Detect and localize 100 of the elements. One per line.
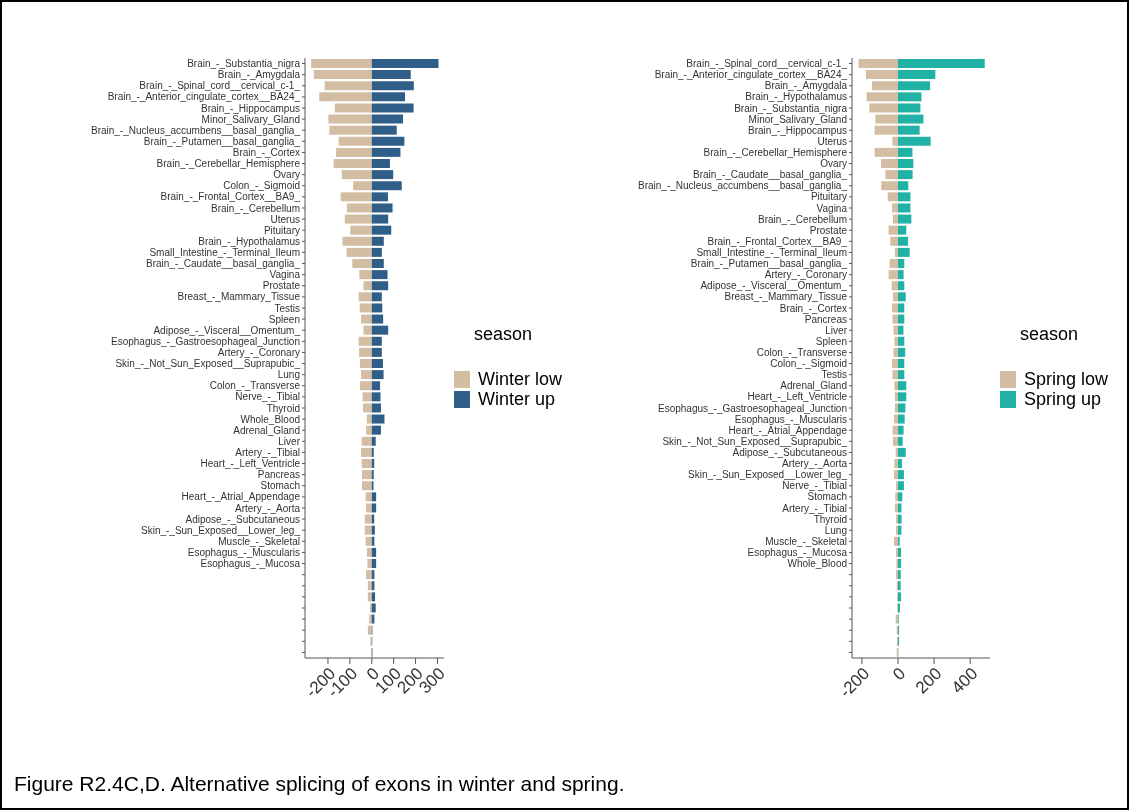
y-tick-label: Breast_-_Mammary_Tissue xyxy=(177,291,301,303)
legend-label: Winter low xyxy=(478,368,563,390)
y-tick-label: Artery_-_Aorta xyxy=(781,458,848,470)
y-tick-label: Colon_-_Sigmoid xyxy=(223,180,300,192)
y-tick-label: Esophagus_-_Mucosa xyxy=(747,546,848,558)
y-tick-label: Nerve_-_Tibial xyxy=(235,391,300,403)
y-tick-label: Esophagus_-_Gastroesophageal_Junction xyxy=(657,402,847,414)
legend-label: Spring low xyxy=(1024,368,1109,390)
x-tick-label: 0 xyxy=(889,663,910,685)
y-tick-label: Brain_-_Cortex xyxy=(232,146,300,158)
y-tick-label: Skin_-_Not_Sun_Exposed__Suprapubic_ xyxy=(662,435,848,447)
y-tick-label: Brain_-_Frontal_Cortex__BA9_ xyxy=(707,235,848,247)
y-tick-label: Minor_Salivary_Gland xyxy=(748,113,847,125)
y-tick-label: Brain_-_Hippocampus xyxy=(201,102,300,114)
y-tick-label: Adipose_-_Subcutaneous xyxy=(185,513,300,525)
y-tick-label: Artery_-_Coronary xyxy=(764,269,847,281)
y-tick-label: Liver xyxy=(278,435,301,447)
y-tick-label: Adrenal_Gland xyxy=(780,380,847,392)
y-tick-label: Testis xyxy=(821,369,847,381)
y-tick-label: Pituitary xyxy=(263,224,300,236)
y-tick-label: Brain_-_Substantia_nigra xyxy=(734,102,848,114)
y-tick-label: Thyroid xyxy=(813,513,847,525)
y-tick-label: Ovary xyxy=(273,169,300,181)
y-tick-label: Brain_-_Caudate__basal_ganglia_ xyxy=(145,258,301,270)
y-tick-label: Artery_-_Aorta xyxy=(234,502,301,514)
y-tick-label: Adipose_-_Visceral__Omentum_ xyxy=(700,280,848,292)
legend-label: Winter up xyxy=(478,388,556,410)
y-tick-label: Prostate xyxy=(262,280,301,292)
y-tick-label: Esophagus_-_Gastroesophageal_Junction xyxy=(110,335,300,347)
y-tick-label: Brain_-_Hypothalamus xyxy=(198,235,300,247)
y-tick-label: Heart_-_Left_Ventricle xyxy=(200,458,301,470)
y-tick-label: Colon_-_Sigmoid xyxy=(770,358,847,370)
y-tick-label: Brain_-_Hippocampus xyxy=(748,124,847,136)
y-tick-label: Adrenal_Gland xyxy=(233,424,300,436)
y-tick-label: Vagina xyxy=(816,202,848,214)
y-tick-label: Skin_-_Not_Sun_Exposed__Suprapubic_ xyxy=(115,358,301,370)
y-tick-label: Stomach xyxy=(260,480,300,492)
y-tick-label: Adipose_-_Subcutaneous xyxy=(732,446,847,458)
y-tick-label: Liver xyxy=(825,324,848,336)
y-tick-label: Brain_-_Spinal_cord__cervical_c-1_ xyxy=(139,80,301,92)
y-tick-label: Pituitary xyxy=(810,191,847,203)
y-tick-label: Brain_-_Putamen__basal_ganglia_ xyxy=(690,258,848,270)
y-tick-label: Muscle_-_Skeletal xyxy=(218,535,300,547)
y-tick-label: Brain_-_Caudate__basal_ganglia_ xyxy=(692,169,848,181)
y-tick-label: Lung xyxy=(277,369,300,381)
y-tick-label: Brain_-_Cerebellum xyxy=(758,213,847,225)
y-tick-label: Brain_-_Spinal_cord__cervical_c-1_ xyxy=(686,58,848,70)
y-tick-label: Vagina xyxy=(269,269,301,281)
y-tick-label: Pancreas xyxy=(257,469,300,481)
y-tick-label: Brain_-_Anterior_cingulate_cortex__BA24_ xyxy=(107,91,301,103)
y-tick-label: Adipose_-_Visceral__Omentum_ xyxy=(153,324,301,336)
y-tick-label: Artery_-_Coronary xyxy=(217,346,300,358)
y-tick-label: Brain_-_Cortex xyxy=(779,302,847,314)
y-tick-label: Brain_-_Cerebellar_Hemisphere xyxy=(156,158,301,170)
y-tick-label: Uterus xyxy=(817,135,847,147)
y-tick-label: Colon_-_Transverse xyxy=(756,346,848,358)
y-tick-label: Brain_-_Substantia_nigra xyxy=(187,58,301,70)
y-tick-label: Uterus xyxy=(270,213,300,225)
y-tick-label: Brain_-_Amygdala xyxy=(764,80,848,92)
y-tick-label: Brain_-_Cerebellum xyxy=(211,202,300,214)
y-tick-label: Brain_-_Nucleus_accumbens__basal_ganglia_ xyxy=(637,180,848,192)
y-tick-label: Whole_Blood xyxy=(787,558,847,570)
y-tick-label: Brain_-_Frontal_Cortex__BA9_ xyxy=(160,191,301,203)
y-tick-label: Artery_-_Tibial xyxy=(235,446,300,458)
y-tick-label: Thyroid xyxy=(266,402,300,414)
y-tick-label: Spleen xyxy=(268,313,300,325)
y-tick-label: Small_Intestine_-_Terminal_Ileum xyxy=(696,246,847,258)
y-tick-label: Minor_Salivary_Gland xyxy=(201,113,300,125)
y-tick-label: Stomach xyxy=(807,491,847,503)
y-tick-label: Skin_-_Sun_Exposed__Lower_leg_ xyxy=(140,524,301,536)
y-tick-label: Pancreas xyxy=(804,313,847,325)
y-tick-label: Skin_-_Sun_Exposed__Lower_leg_ xyxy=(687,469,848,481)
y-tick-label: Brain_-_Hypothalamus xyxy=(745,91,847,103)
y-tick-label: Breast_-_Mammary_Tissue xyxy=(724,291,848,303)
x-tick-label: -200 xyxy=(835,663,874,702)
y-tick-label: Whole_Blood xyxy=(240,413,300,425)
x-tick-label: 200 xyxy=(911,663,946,698)
y-tick-label: Lung xyxy=(824,524,847,536)
y-tick-label: Spleen xyxy=(815,335,847,347)
y-tick-label: Esophagus_-_Muscularis xyxy=(734,413,847,425)
y-tick-label: Esophagus_-_Muscularis xyxy=(187,546,300,558)
y-tick-label: Brain_-_Putamen__basal_ganglia_ xyxy=(143,135,301,147)
y-tick-label: Colon_-_Transverse xyxy=(209,380,301,392)
legend-title: season xyxy=(1020,324,1080,345)
caption: Figure R2.4C,D. Alternative splicing of exons in winter and spring. xyxy=(14,772,625,796)
y-tick-label: Brain_-_Cerebellar_Hemisphere xyxy=(703,146,848,158)
y-tick-label: Brain_-_Anterior_cingulate_cortex__BA24_ xyxy=(654,69,848,81)
y-tick-label: Heart_-_Atrial_Appendage xyxy=(728,424,848,436)
y-tick-label: Ovary xyxy=(820,158,847,170)
y-tick-label: Small_Intestine_-_Terminal_Ileum xyxy=(149,246,300,258)
y-tick-label: Testis xyxy=(274,302,300,314)
y-tick-label: Heart_-_Atrial_Appendage xyxy=(181,491,301,503)
y-tick-label: Prostate xyxy=(809,224,848,236)
y-tick-label: Muscle_-_Skeletal xyxy=(765,535,847,547)
x-tick-label: 400 xyxy=(948,663,982,698)
legend-title: season xyxy=(474,324,534,345)
y-tick-label: Brain_-_Nucleus_accumbens__basal_ganglia_ xyxy=(90,124,301,136)
y-tick-label: Esophagus_-_Mucosa xyxy=(200,558,301,570)
y-tick-label: Artery_-_Tibial xyxy=(782,502,847,514)
y-tick-label: Heart_-_Left_Ventricle xyxy=(747,391,848,403)
